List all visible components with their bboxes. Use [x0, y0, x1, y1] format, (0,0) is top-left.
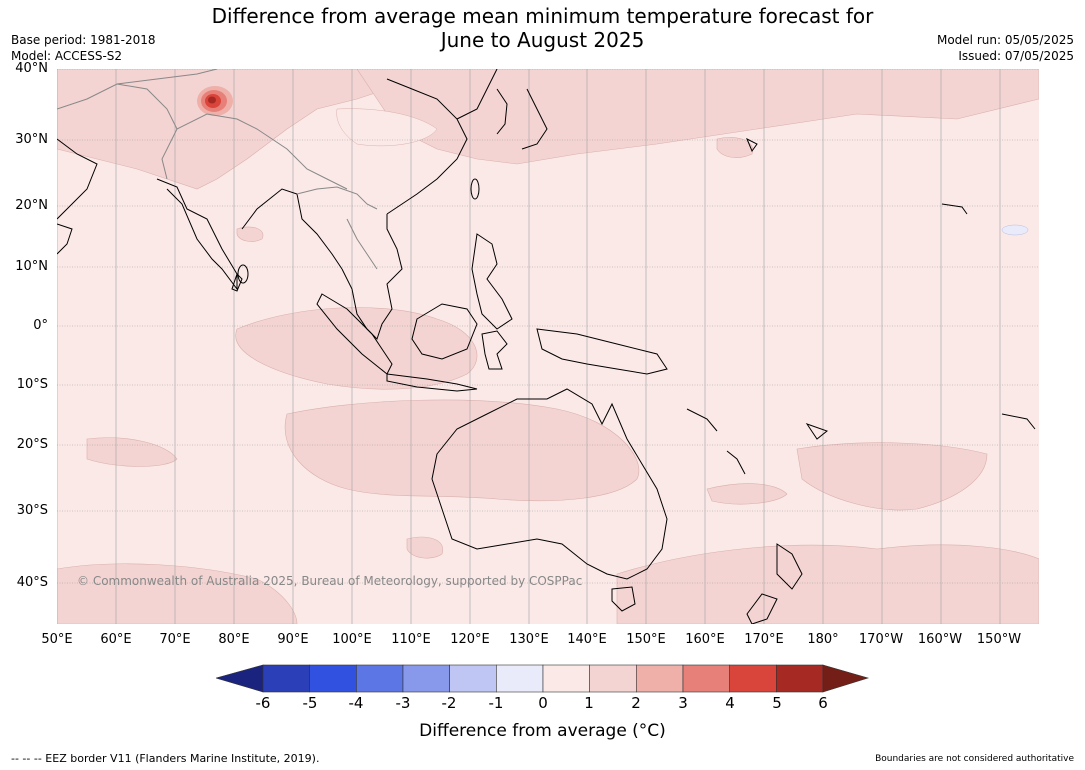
cool-anomaly-patch	[1001, 224, 1029, 236]
lon-label: 60°E	[100, 632, 132, 647]
colorbar-tick: 4	[725, 694, 735, 712]
colorbar-tick: 6	[818, 694, 828, 712]
copyright-notice: © Commonwealth of Australia 2025, Bureau…	[77, 574, 583, 588]
issued-date: Issued: 07/05/2025	[958, 49, 1074, 63]
lon-label: 170°E	[744, 632, 784, 647]
meta-left: Base period: 1981-2018 Model: ACCESS-S2	[11, 32, 156, 64]
lon-label: 120°E	[450, 632, 490, 647]
chart-title: Difference from average mean minimum tem…	[0, 4, 1085, 52]
colorbar-extend-low	[216, 664, 264, 693]
colorbar-title: Difference from average (°C)	[419, 721, 666, 741]
colorbar-cell	[402, 664, 450, 693]
colorbar-tick: 5	[772, 694, 782, 712]
colorbar-cell	[682, 664, 730, 693]
lon-label: 110°E	[391, 632, 431, 647]
lon-label: 90°E	[277, 632, 309, 647]
model-run: Model run: 05/05/2025	[936, 33, 1074, 47]
lon-label: 170°W	[858, 632, 904, 647]
lat-label: 40°S	[16, 575, 48, 590]
lon-label: 150°E	[626, 632, 666, 647]
colorbar-cell	[776, 664, 824, 693]
coastlines	[57, 69, 1036, 624]
colorbar-cell	[356, 664, 404, 693]
country-borders	[57, 69, 378, 270]
lon-label: 140°E	[567, 632, 607, 647]
meta-right: Model run: 05/05/2025 Issued: 07/05/2025	[937, 32, 1074, 64]
lon-label: 100°E	[332, 632, 372, 647]
map-svg	[57, 69, 1039, 624]
lon-label: 150°W	[976, 632, 1022, 647]
colorbar-tick: -4	[348, 694, 364, 712]
colorbar-cell	[262, 664, 310, 693]
graticule	[57, 69, 1039, 584]
title-line-1: Difference from average mean minimum tem…	[211, 4, 874, 28]
colorbar-tick: -6	[255, 694, 271, 712]
lon-label: 50°E	[41, 632, 73, 647]
colorbar-tick: -1	[488, 694, 504, 712]
eez-legend: -- -- -- EEZ border V11 (Flanders Marine…	[11, 752, 320, 765]
title-line-2: June to August 2025	[440, 28, 645, 52]
colorbar-cell	[636, 664, 684, 693]
forecast-map	[57, 69, 1039, 624]
lon-label: 130°E	[509, 632, 549, 647]
lat-label: 30°N	[15, 132, 48, 147]
model-name: Model: ACCESS-S2	[11, 49, 123, 63]
colorbar-cell	[449, 664, 497, 693]
colorbar-tick: -3	[395, 694, 411, 712]
colorbar-tick: -5	[302, 694, 318, 712]
lon-label: 70°E	[159, 632, 191, 647]
colorbar-tick: 2	[631, 694, 641, 712]
colorbar-cell	[496, 664, 544, 693]
colorbar-cell	[309, 664, 357, 693]
boundaries-disclaimer: Boundaries are not considered authoritat…	[875, 754, 1074, 764]
anomaly-0-1-patch	[336, 108, 438, 147]
colorbar-tick: 1	[584, 694, 594, 712]
lat-label: 40°N	[15, 61, 48, 76]
colorbar-tick: 0	[538, 694, 548, 712]
colorbar-tick: -2	[441, 694, 457, 712]
lon-label: 160°E	[685, 632, 725, 647]
colorbar-cell	[542, 664, 590, 693]
lat-label: 30°S	[16, 503, 48, 518]
meridians	[57, 69, 1001, 624]
base-period: Base period: 1981-2018	[11, 33, 156, 47]
lon-label: 80°E	[218, 632, 250, 647]
lat-label: 20°S	[16, 437, 48, 452]
anomaly-1-2-regions	[57, 69, 1039, 624]
colorbar-extend-high	[822, 664, 870, 693]
lat-label: 10°S	[16, 377, 48, 392]
colorbar-cell	[589, 664, 637, 693]
hotspot-anomaly	[197, 86, 233, 116]
lat-label: 10°N	[15, 259, 48, 274]
lat-label: 0°	[33, 318, 48, 333]
lat-label: 20°N	[15, 198, 48, 213]
colorbar-cell	[729, 664, 777, 693]
lon-label: 180°	[807, 632, 839, 647]
lon-label: 160°W	[917, 632, 963, 647]
colorbar	[216, 664, 870, 693]
colorbar-tick: 3	[678, 694, 688, 712]
colorbar-cells	[262, 664, 824, 693]
